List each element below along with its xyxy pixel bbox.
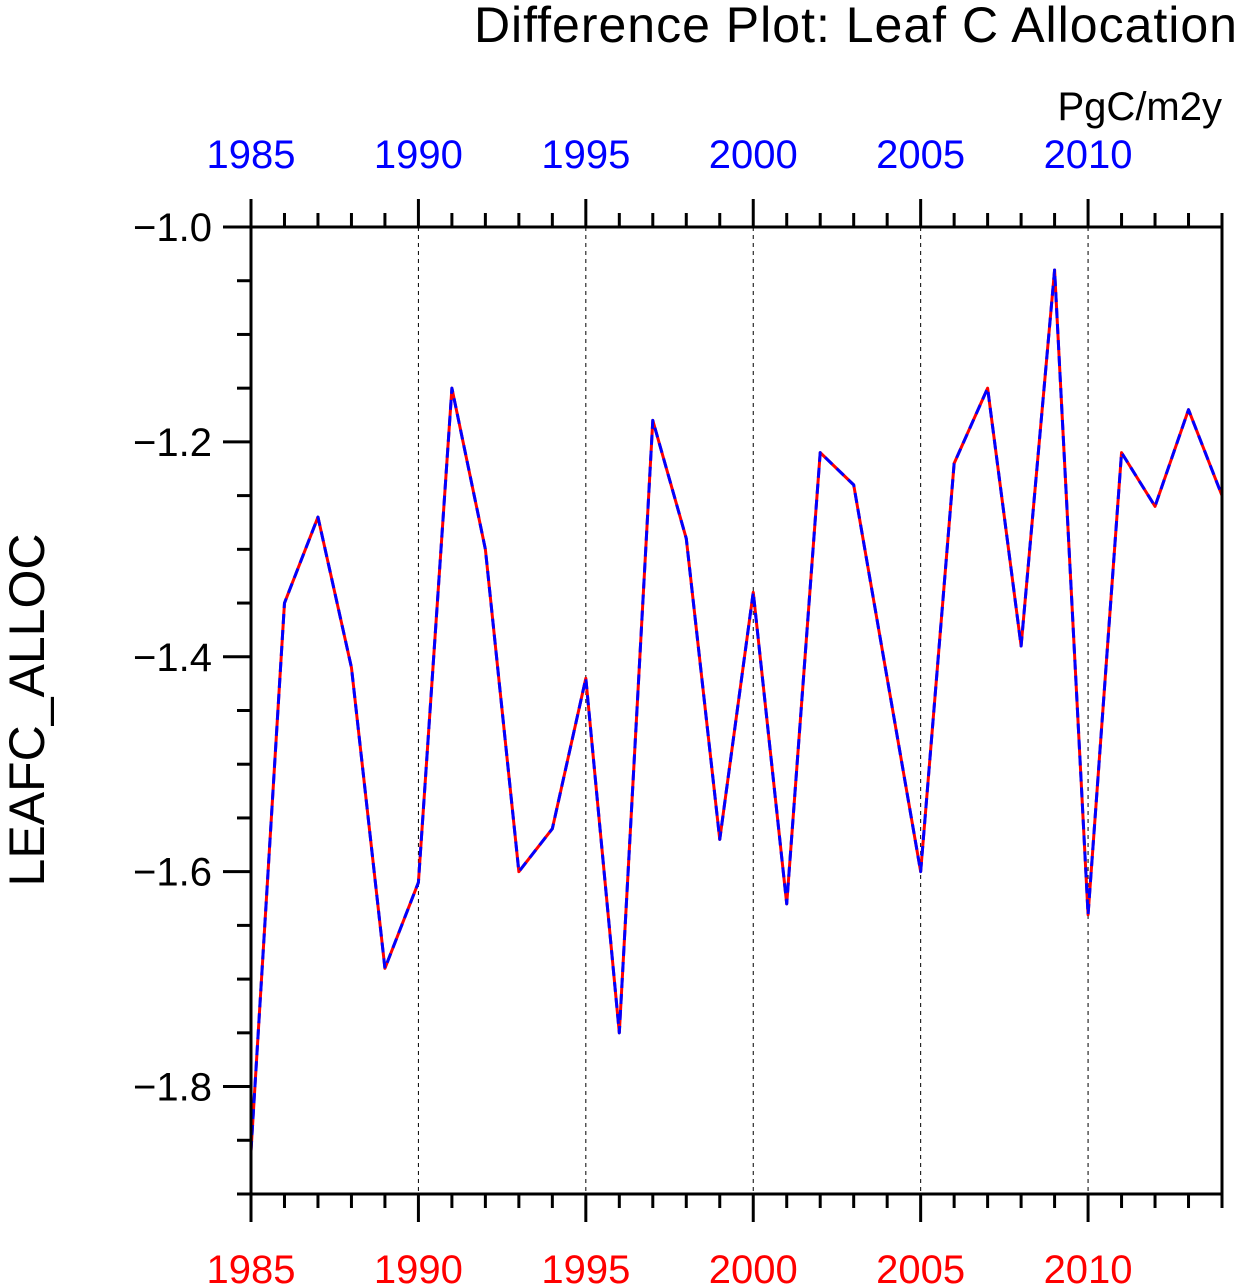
y-tick-label: −1.0: [133, 206, 212, 250]
units-label: PgC/m2y: [1058, 85, 1223, 129]
x-tick-label-bottom: 1995: [541, 1248, 630, 1286]
axis-ticks: [223, 199, 1224, 1222]
x-tick-label-top: 1990: [374, 133, 463, 177]
y-tick-labels: −1.0 −1.2 −1.4 −1.6 −1.8: [133, 206, 212, 1110]
x-tick-label-top: 2010: [1044, 133, 1133, 177]
x-tick-label-bottom: 1990: [374, 1248, 463, 1286]
x-tick-label-bottom: 2005: [876, 1248, 965, 1286]
x-tick-label-top: 2005: [876, 133, 965, 177]
x-tick-label-top: 2000: [709, 133, 798, 177]
series-line-blue: [249, 268, 1224, 1152]
x-tick-label-top: 1995: [541, 133, 630, 177]
data-series: [249, 268, 1224, 1152]
x-tick-label-top: 1985: [207, 133, 296, 177]
y-tick-label: −1.2: [133, 421, 212, 465]
chart-title: Difference Plot: Leaf C Allocation: [474, 0, 1238, 53]
x-tick-labels-bottom: 1985 1990 1995 2000 2005 2010: [207, 1248, 1133, 1286]
y-axis-label: LEAFC_ALLOC: [0, 534, 55, 887]
plot-frame: [249, 225, 1224, 1196]
y-tick-label: −1.6: [133, 851, 212, 895]
x-tick-label-bottom: 1985: [207, 1248, 296, 1286]
x-tick-labels-top: 1985 1990 1995 2000 2005 2010: [207, 133, 1133, 177]
y-tick-label: −1.4: [133, 636, 212, 680]
grid-lines: [417, 227, 1089, 1194]
x-tick-label-bottom: 2000: [709, 1248, 798, 1286]
x-tick-label-bottom: 2010: [1044, 1248, 1133, 1286]
y-tick-label: −1.8: [133, 1066, 212, 1110]
